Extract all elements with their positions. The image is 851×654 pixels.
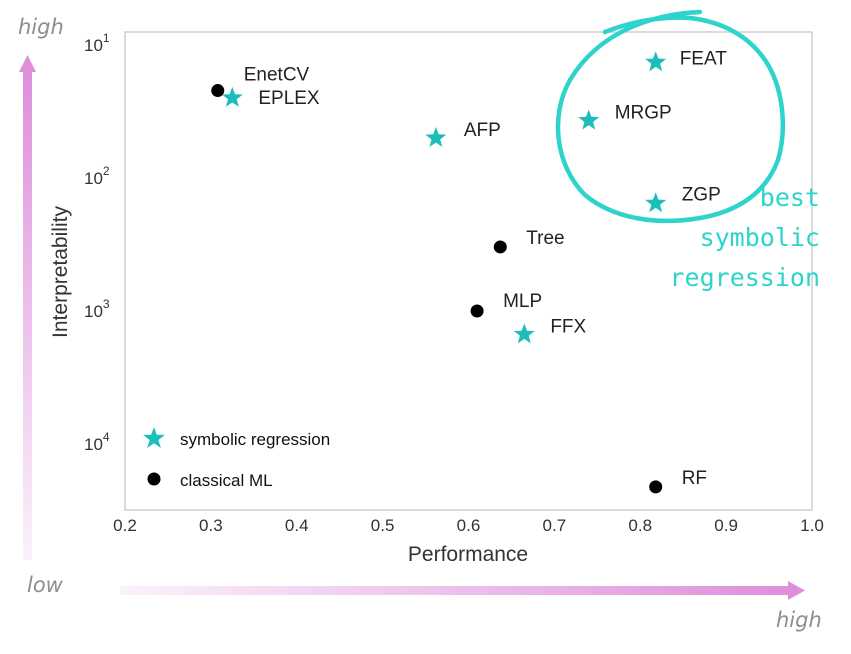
point-dot-tree [493,240,507,254]
point-label-mlp: MLP [503,291,542,312]
legend-star-icon [143,427,165,448]
y-tick-label: 102 [84,164,110,188]
point-star-ffx [513,323,535,344]
annotation-line-1: best [760,183,820,212]
y-tick-exponent: 2 [103,164,110,178]
y-tick-exponent: 4 [103,430,110,444]
point-label-mrgp: MRGP [615,103,672,124]
point-label-feat: FEAT [680,48,728,69]
y-tick-exponent: 1 [103,31,110,45]
legend: symbolic regression classical ML [143,427,330,490]
point-label-ffx: FFX [550,316,586,337]
x-tick-label: 0.9 [714,516,738,535]
y-tick-base: 10 [84,302,103,321]
plot-frame [124,31,813,511]
y-tick-base: 10 [84,435,103,454]
x-performance-arrow [120,581,805,600]
y-tick-label: 101 [84,31,110,55]
legend-label-symbolic-regression: symbolic regression [180,430,330,449]
legend-label-classical-ml: classical ML [180,471,273,490]
point-star-eplex [221,86,243,107]
x-tick-label: 0.3 [199,516,223,535]
y-high-label: high [18,15,64,39]
point-dot-enetcv [211,84,225,98]
y-tick-base: 10 [84,169,103,188]
x-axis-title: Performance [408,543,528,566]
x-tick-label: 0.8 [628,516,652,535]
annotation-circle [555,9,786,224]
x-tick-label: 0.4 [285,516,309,535]
x-tick-label: 0.7 [543,516,567,535]
x-tick-labels: 0.2 0.3 0.4 0.5 0.6 0.7 0.8 0.9 1.0 [113,516,824,535]
x-low-label: low [27,573,64,597]
y-tick-exponent: 3 [103,297,110,311]
annotation-line-2: symbolic [700,223,820,252]
point-star-zgp [645,192,667,213]
y-tick-label: 103 [84,297,110,321]
point-label-rf: RF [682,468,707,489]
annotation-line-3: regression [669,263,820,292]
x-tick-label: 1.0 [800,516,824,535]
point-label-afp: AFP [464,120,501,141]
point-star-feat [645,51,667,72]
y-tick-base: 10 [84,36,103,55]
point-label-zgp: ZGP [682,184,721,205]
y-interpretability-arrow [19,55,36,560]
y-tick-label: 104 [84,430,110,454]
point-label-enetcv: EnetCV [244,65,310,86]
x-high-label: high [776,608,822,632]
y-axis-title: Interpretability [49,206,72,338]
point-star-afp [425,127,447,147]
data-points: FEAT EPLEX MRGP AFP ZGP FFX EnetCV Tree MLP RF [211,48,728,494]
x-tick-label: 0.5 [371,516,395,535]
point-label-eplex: EPLEX [258,88,320,109]
point-dot-rf [649,480,663,494]
x-tick-label: 0.6 [457,516,481,535]
point-label-tree: Tree [526,228,564,249]
point-star-mrgp [578,109,600,130]
x-tick-label: 0.2 [113,516,137,535]
legend-dot-icon [147,472,161,486]
point-dot-mlp [470,304,484,318]
